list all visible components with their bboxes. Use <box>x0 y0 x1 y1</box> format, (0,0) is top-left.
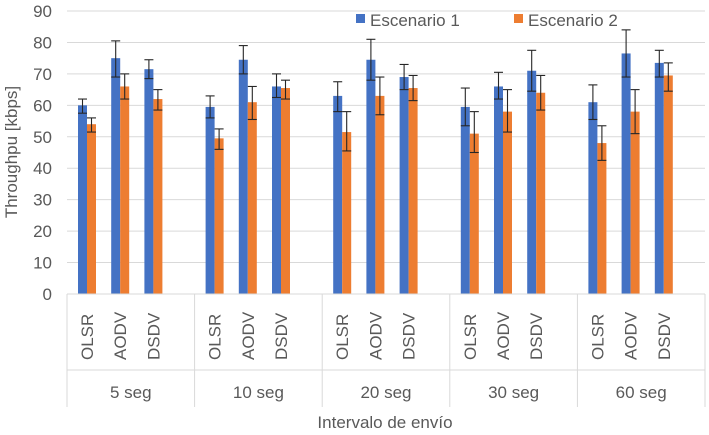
bar <box>120 86 130 294</box>
bar <box>78 105 87 294</box>
bar <box>630 111 640 294</box>
gridlines <box>67 10 705 295</box>
x-group-label: 5 seg <box>110 383 152 402</box>
x-category-label: OLSR <box>78 314 97 360</box>
x-axis-title: Intervalo de envío <box>317 413 452 432</box>
bar <box>527 70 537 294</box>
bar <box>408 88 418 295</box>
y-axis-ticks: 0 10 20 30 40 50 60 70 80 90 <box>33 2 52 304</box>
x-category-label: OLSR <box>206 314 225 360</box>
x-group-label: 10 seg <box>233 383 284 402</box>
x-category-label: DSDV <box>272 312 291 360</box>
bar <box>214 138 224 294</box>
x-category-label: OLSR <box>333 314 352 360</box>
bar <box>663 75 673 294</box>
x-group-label: 20 seg <box>360 383 411 402</box>
legend-swatch <box>514 14 523 23</box>
x-category-label: AODV <box>111 311 130 360</box>
x-category-label: AODV <box>366 311 385 360</box>
bar <box>366 59 376 294</box>
bar <box>247 102 257 294</box>
bar <box>144 69 154 294</box>
y-tick-label: 50 <box>33 128 52 147</box>
bar <box>375 95 385 295</box>
x-category-label: DSDV <box>527 312 546 360</box>
bar <box>87 124 96 294</box>
bar <box>342 132 352 294</box>
bar <box>469 133 479 294</box>
bar <box>238 59 248 294</box>
bar <box>272 86 281 294</box>
error-bars <box>78 29 673 161</box>
x-category-label: DSDV <box>400 312 419 360</box>
legend-label: Escenario 2 <box>528 11 618 30</box>
legend: Escenario 1 Escenario 2 <box>356 11 618 30</box>
bar <box>536 92 546 294</box>
x-category-label: DSDV <box>144 312 163 360</box>
y-tick-label: 60 <box>33 96 52 115</box>
bar <box>494 86 503 294</box>
bar <box>111 58 121 294</box>
y-tick-label: 30 <box>33 191 52 210</box>
y-tick-label: 0 <box>43 285 52 304</box>
bar <box>399 77 409 295</box>
y-tick-label: 40 <box>33 159 52 178</box>
y-tick-label: 20 <box>33 222 52 241</box>
x-axis: OLSR AODV DSDV 5 seg OLSR AODV DSDV 10 seg OLSR A… <box>66 293 706 407</box>
x-category-label: OLSR <box>461 314 480 360</box>
y-tick-label: 10 <box>33 254 52 273</box>
bar <box>654 62 664 295</box>
x-category-label: AODV <box>239 311 258 360</box>
x-category-label: AODV <box>494 311 513 360</box>
bar <box>460 106 470 295</box>
x-category-label: DSDV <box>655 312 674 360</box>
x-category-label: OLSR <box>588 314 607 360</box>
bar <box>503 111 512 294</box>
x-group-label: 30 seg <box>488 383 539 402</box>
bar <box>333 95 343 295</box>
bar <box>597 143 607 294</box>
legend-label: Escenario 1 <box>370 11 460 30</box>
x-category-label: AODV <box>622 311 641 360</box>
bars <box>78 53 673 295</box>
y-axis-title: Throughpu [kbps] <box>2 86 21 218</box>
bar <box>588 102 598 294</box>
y-tick-label: 90 <box>33 2 52 21</box>
y-tick-label: 70 <box>33 65 52 84</box>
bar <box>621 53 631 295</box>
bar <box>205 106 215 295</box>
y-tick-label: 80 <box>33 33 52 52</box>
legend-swatch <box>356 14 365 23</box>
bar <box>153 99 163 295</box>
x-group-label: 60 seg <box>616 383 667 402</box>
bar <box>281 88 290 295</box>
